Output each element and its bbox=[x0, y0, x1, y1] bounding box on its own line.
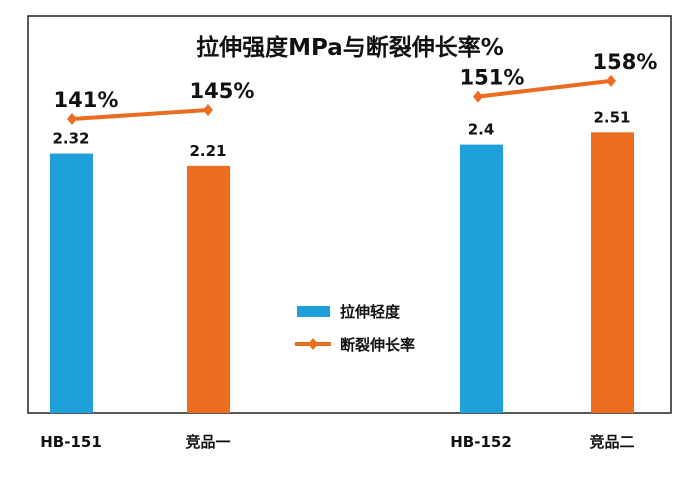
elongation-point bbox=[473, 90, 483, 103]
bar-HB-152 bbox=[460, 144, 503, 413]
bar-竞品二 bbox=[591, 132, 634, 413]
bar-HB-151 bbox=[50, 153, 93, 413]
x-tick-label: HB-151 bbox=[40, 433, 102, 451]
elongation-point bbox=[606, 74, 616, 87]
x-tick-label: HB-152 bbox=[450, 433, 512, 451]
elongation-line-segment bbox=[71, 108, 209, 121]
legend: 拉伸轻度 断裂伸长率 bbox=[295, 303, 415, 354]
legend-diamond-marker bbox=[308, 338, 318, 350]
legend-label-line: 断裂伸长率 bbox=[340, 336, 415, 354]
x-tick-label: 竞品二 bbox=[589, 433, 634, 451]
legend-swatch-bar bbox=[297, 306, 330, 317]
bar-value-label: 2.4 bbox=[468, 121, 495, 139]
elongation-point bbox=[67, 113, 77, 125]
elongation-value-label: 141% bbox=[54, 88, 119, 112]
elongation-line-segment bbox=[477, 78, 612, 99]
elongation-value-label: 151% bbox=[460, 66, 525, 90]
elongation-value-label: 145% bbox=[190, 79, 255, 103]
plot-border bbox=[27, 15, 672, 414]
bar-value-label: 2.51 bbox=[593, 108, 630, 126]
chart-title: 拉伸强度MPa与断裂伸长率% bbox=[196, 34, 504, 61]
bar-竞品一 bbox=[187, 165, 230, 413]
bar-value-label: 2.32 bbox=[52, 130, 89, 148]
x-tick-label: 竞品一 bbox=[185, 433, 230, 451]
legend-label-bar: 拉伸轻度 bbox=[340, 303, 401, 321]
elongation-point bbox=[203, 104, 213, 117]
elongation-value-label: 158% bbox=[593, 50, 658, 74]
bar-value-label: 2.21 bbox=[189, 142, 226, 160]
